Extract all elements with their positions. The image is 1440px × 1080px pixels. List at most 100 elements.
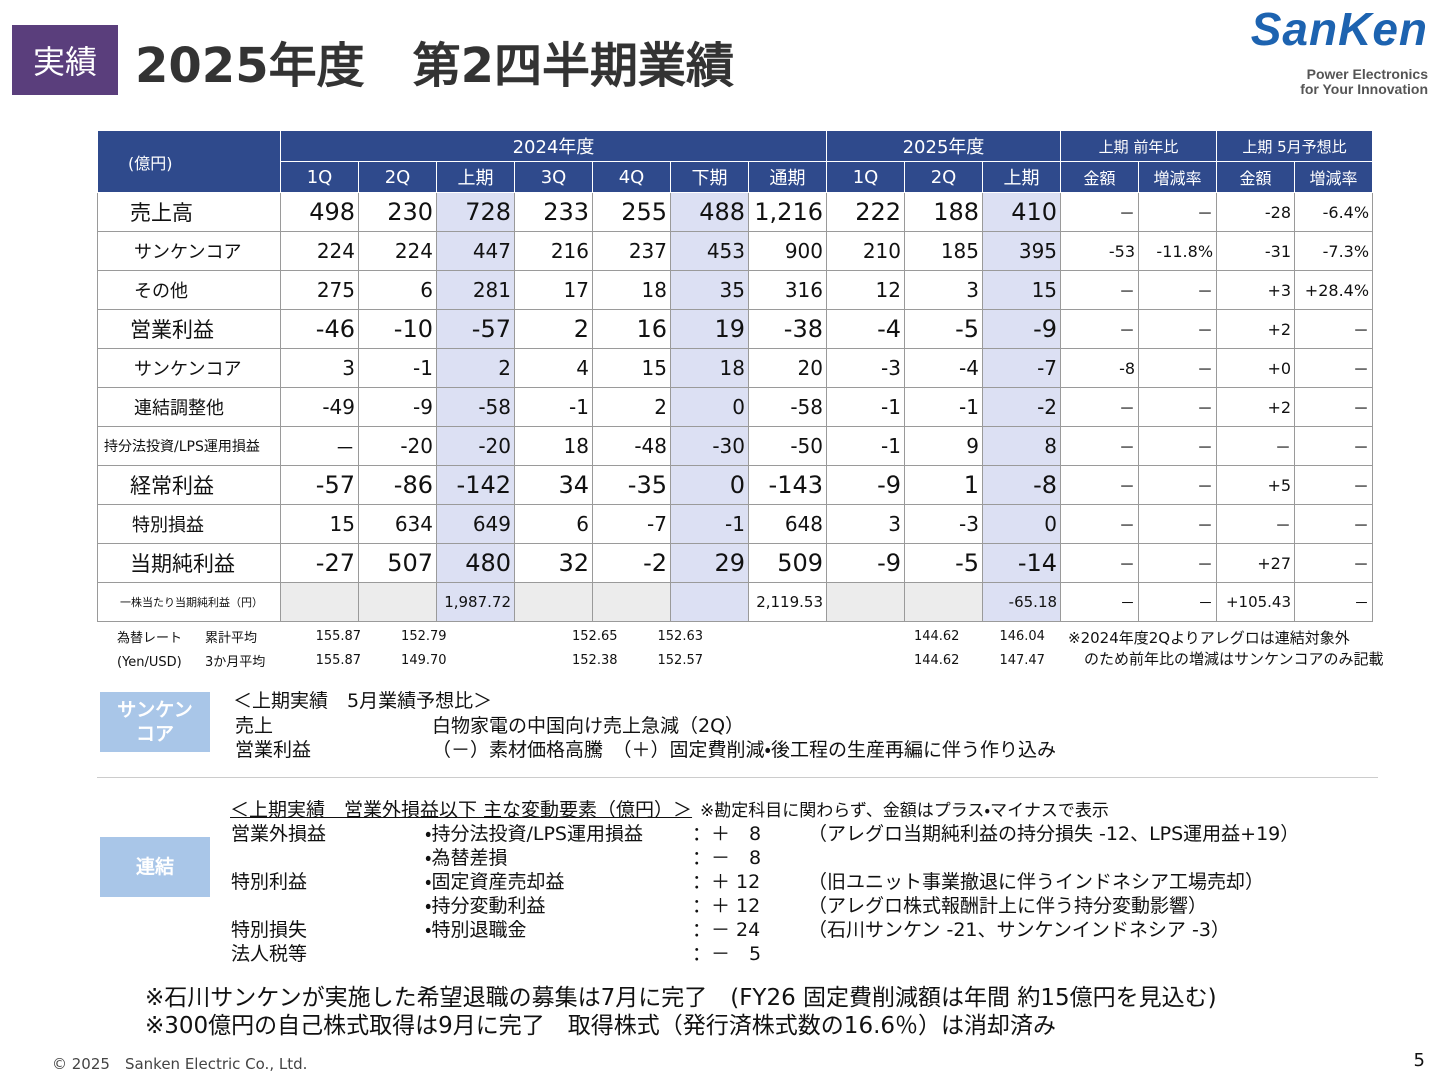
- variation-item: ・持分法投資/LPS運用損益: [425, 823, 643, 845]
- cell: +105.43: [1216, 582, 1296, 622]
- cell: 15: [981, 270, 1062, 310]
- unit-label: (億円): [97, 130, 281, 193]
- cell: -1: [670, 504, 749, 544]
- results-table: (億円) 2024年度 2025年度 上期 前年比 上期 5月予想比 1Q 2Q 上期 3Q 4Q…: [97, 130, 1374, 622]
- cell: +2: [1216, 309, 1296, 349]
- cell: -1: [514, 387, 593, 427]
- column-header: 金額: [1060, 161, 1140, 193]
- fx-cell: 149.70: [401, 652, 447, 668]
- cell: 728: [436, 192, 515, 232]
- cell: -9: [981, 309, 1062, 349]
- section-heading: ＜上期実績 5月業績予想比＞: [233, 690, 493, 712]
- cell: +27: [1216, 543, 1296, 583]
- cell: [358, 582, 437, 622]
- cell: 3: [826, 504, 905, 544]
- section-badge: 実績: [12, 25, 118, 95]
- variation-detail: （アレグロ当期純利益の持分損失 -12、LPS運用益+19）: [808, 823, 1300, 845]
- cell: -58: [748, 387, 827, 427]
- row-label: 当期純利益: [97, 543, 281, 583]
- cell: 1,987.72: [436, 582, 515, 622]
- cell: －: [1138, 582, 1218, 622]
- cell: -7: [592, 504, 671, 544]
- cell: -20: [358, 426, 437, 466]
- cell: -1: [904, 387, 983, 427]
- fx-cell: 155.87: [315, 628, 362, 644]
- cell: -28: [1216, 192, 1296, 232]
- column-header: 上期: [436, 161, 515, 193]
- copyright: © 2025 Sanken Electric Co., Ltd.: [52, 1055, 308, 1073]
- cell: －: [1060, 270, 1140, 310]
- data-row: 連結調整他 -49 -9 -58 -1 2 0 -58 -1 -1 -2 －－ +2 －: [97, 387, 1374, 427]
- fx-label: (Yen/USD) 3か月平均: [97, 648, 298, 672]
- cell: 29: [670, 543, 749, 583]
- cell: -6.4%: [1294, 192, 1374, 232]
- group-header: 2025年度: [825, 130, 1062, 162]
- cell: -57: [280, 465, 359, 505]
- data-row: 一株当たり当期純利益（円） 1,987.72 2,119.53 -65.18 －－ +10…: [97, 582, 1374, 622]
- data-row: 売上高 498 230 728 233 255 488 1,216 222 188 410 －－ -28…: [97, 192, 1374, 232]
- cell: -5: [904, 543, 983, 583]
- cell: -4: [826, 309, 905, 349]
- section-tag: サンケン コア: [100, 692, 210, 752]
- item-text: （－）素材価格高騰 （＋）固定費削減・後工程の生産再編に伴う作り込み: [432, 739, 1056, 761]
- cell: 18: [670, 348, 749, 388]
- item-label: 営業利益: [235, 739, 312, 761]
- cell: －: [1138, 426, 1218, 466]
- column-header: 3Q: [514, 161, 593, 193]
- column-header: 金額: [1216, 161, 1296, 193]
- cell: 233: [514, 192, 593, 232]
- cell: 900: [748, 231, 827, 271]
- cell: 634: [358, 504, 437, 544]
- row-label: 特別損益: [97, 504, 281, 544]
- cell: -8: [981, 465, 1062, 505]
- fx-cell: 147.47: [999, 652, 1045, 668]
- cell: 35: [670, 270, 749, 310]
- cell: －: [1060, 387, 1140, 427]
- footnote: ※石川サンケンが実施した希望退職の募集は7月に完了 (FY26 固定費削減額は年…: [145, 985, 1217, 1011]
- cell: 20: [748, 348, 827, 388]
- column-header: 2Q: [358, 161, 437, 193]
- cell: 447: [436, 231, 515, 271]
- cell: 185: [904, 231, 983, 271]
- cell: -2: [981, 387, 1062, 427]
- cell: [826, 582, 905, 622]
- cell: -143: [748, 465, 827, 505]
- variation-item: ・特別退職金: [425, 919, 527, 941]
- item-text: 白物家電の中国向け売上急減（2Q）: [432, 715, 745, 737]
- cell: -49: [280, 387, 359, 427]
- cell: +5: [1216, 465, 1296, 505]
- cell: -20: [436, 426, 515, 466]
- variation-detail: （旧ユニット事業撤退に伴うインドネシア工場売却）: [808, 871, 1265, 893]
- fx-cell: 155.87: [315, 652, 362, 668]
- fx-kind: 累計平均: [205, 630, 258, 646]
- cell: 316: [748, 270, 827, 310]
- row-label: 経常利益: [97, 465, 281, 505]
- cell: [670, 582, 749, 622]
- cell: 188: [904, 192, 983, 232]
- cell: 230: [358, 192, 437, 232]
- fx-kind: 3か月平均: [205, 654, 266, 670]
- data-row: 特別損益 15 634 649 6 -7 -1 648 3 -3 0 －－－－: [97, 504, 1374, 544]
- row-label: 連結調整他: [97, 387, 281, 427]
- cell: -4: [904, 348, 983, 388]
- cell: +2: [1216, 387, 1296, 427]
- fx-cell: [725, 648, 810, 672]
- cell: －: [1138, 465, 1218, 505]
- column-header: 増減率: [1294, 161, 1374, 193]
- cell: -31: [1216, 231, 1296, 271]
- cell: 1,216: [748, 192, 827, 232]
- column-header: 1Q: [826, 161, 905, 193]
- cell: [280, 582, 359, 622]
- cell: －: [1060, 465, 1140, 505]
- cell: －: [1216, 426, 1296, 466]
- cell: 16: [592, 309, 671, 349]
- column-header: 増減率: [1138, 161, 1218, 193]
- fx-cell: 152.57: [657, 652, 704, 668]
- cell: －: [1294, 465, 1374, 505]
- fx-cell: [469, 648, 554, 672]
- cell: 0: [670, 465, 749, 505]
- cell: －: [1138, 348, 1218, 388]
- column-header: 通期: [748, 161, 827, 193]
- fx-title: 為替レート: [117, 630, 183, 646]
